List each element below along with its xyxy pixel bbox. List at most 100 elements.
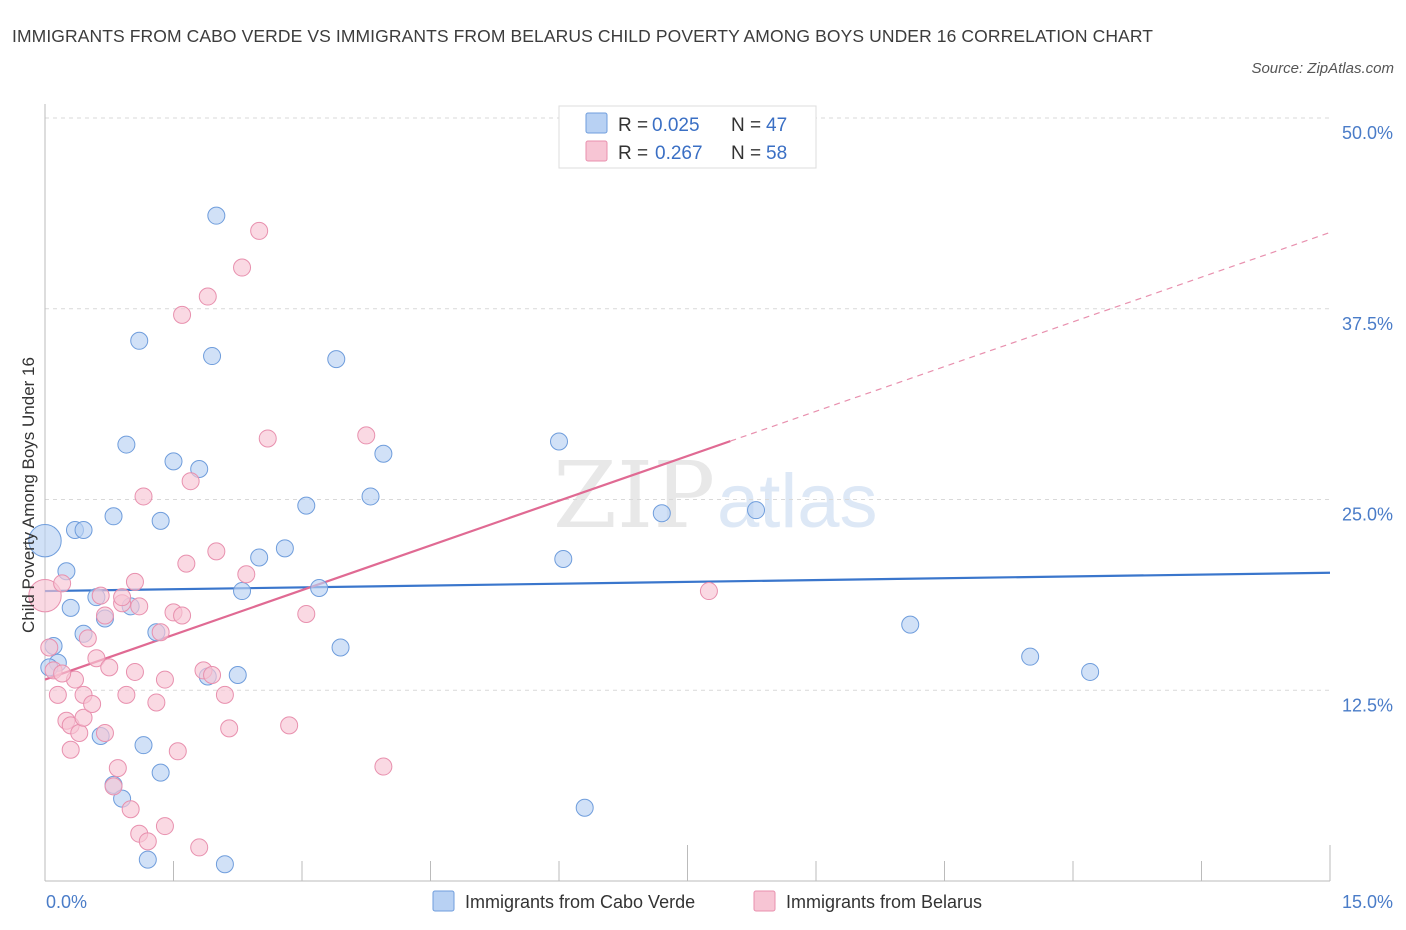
- legend-n-label-cabo-verde: N =: [731, 115, 761, 136]
- bottom-legend-swatch-cabo-verde: [432, 890, 455, 912]
- belarus-point-22: [117, 685, 136, 704]
- belarus-point-44: [207, 542, 226, 561]
- cabo_verde-point-33: [310, 579, 329, 598]
- cabo_verde-point-38: [550, 432, 568, 451]
- y-axis-label: Child Poverty Among Boys Under 16: [19, 357, 38, 633]
- source-credit: Source: ZipAtlas.com: [1251, 60, 1394, 77]
- points-cabo-verde: [28, 206, 1100, 874]
- belarus-point-15: [91, 586, 110, 605]
- belarus-trend-line: [44, 440, 731, 681]
- cabo_verde-point-37: [374, 444, 393, 463]
- belarus-point-46: [220, 719, 239, 738]
- cabo_verde-point-21: [151, 511, 170, 530]
- series-legend: Immigrants from Cabo Verde Immigrants fr…: [432, 890, 982, 912]
- belarus-point-42: [198, 287, 217, 306]
- belarus-point-0: [28, 578, 62, 613]
- cabo_verde-point-40: [575, 798, 594, 817]
- belarus-point-3: [48, 685, 67, 704]
- belarus-point-55: [699, 582, 718, 601]
- belarus-point-31: [151, 623, 170, 642]
- cabo_verde-point-45: [1081, 662, 1100, 681]
- belarus-point-4: [53, 574, 72, 593]
- cabo_verde-point-25: [203, 347, 222, 366]
- cabo_verde-point-44: [1021, 647, 1040, 666]
- belarus-point-48: [237, 565, 256, 584]
- correlation-legend: R = 0.025 N = 47 R = 0.267 N = 58: [558, 105, 817, 169]
- cabo_verde-point-16: [130, 331, 149, 350]
- belarus-point-20: [108, 759, 127, 778]
- cabo_verde-point-28: [228, 665, 247, 684]
- belarus-trend-extension: [730, 231, 1331, 442]
- bottom-legend-label-belarus: Immigrants from Belarus: [786, 892, 982, 912]
- bottom-legend-swatch-belarus: [753, 890, 776, 912]
- belarus-point-57: [113, 588, 132, 607]
- watermark-atlas: atlas: [717, 459, 878, 544]
- belarus-point-30: [147, 693, 166, 712]
- belarus-point-50: [258, 429, 277, 448]
- legend-n-value-belarus: 58: [766, 143, 787, 164]
- belarus-point-47: [233, 258, 252, 277]
- belarus-point-56: [53, 664, 72, 683]
- cabo_verde-point-18: [138, 850, 157, 869]
- y-tick-label-0: 12.5%: [1342, 695, 1393, 715]
- legend-r-value-cabo-verde: 0.025: [652, 115, 700, 136]
- legend-n-value-cabo-verde: 47: [766, 115, 787, 136]
- cabo_verde-point-32: [297, 496, 316, 515]
- cabo_verde-point-29: [233, 582, 252, 601]
- belarus-point-52: [297, 604, 316, 623]
- legend-r-label-cabo-verde: R =: [618, 115, 648, 136]
- cabo_verde-point-12: [104, 507, 123, 526]
- belarus-point-23: [121, 800, 140, 819]
- x-tick-label-0: 0.0%: [46, 892, 87, 912]
- belarus-point-28: [134, 487, 153, 506]
- y-tick-label-3: 50.0%: [1342, 123, 1393, 143]
- cabo_verde-point-17: [134, 736, 153, 755]
- x-tick-labels: 0.0% 15.0%: [46, 892, 1393, 912]
- cabo_verde-point-35: [331, 638, 350, 657]
- belarus-point-26: [130, 597, 149, 616]
- belarus-point-38: [177, 554, 196, 573]
- belarus-point-32: [155, 670, 174, 689]
- belarus-point-1: [40, 638, 59, 657]
- belarus-point-36: [173, 305, 192, 324]
- belarus-point-19: [104, 777, 123, 796]
- y-tick-label-2: 37.5%: [1342, 314, 1393, 334]
- belarus-point-39: [181, 472, 200, 491]
- belarus-point-24: [125, 662, 144, 681]
- chart-title: IMMIGRANTS FROM CABO VERDE VS IMMIGRANTS…: [12, 26, 1154, 46]
- cabo_verde-point-36: [361, 487, 380, 506]
- belarus-point-16: [95, 723, 114, 742]
- belarus-point-40: [190, 838, 209, 857]
- belarus-point-18: [100, 658, 119, 677]
- belarus-point-13: [83, 694, 102, 713]
- belarus-point-29: [138, 832, 157, 851]
- legend-swatch-cabo-verde: [585, 112, 608, 134]
- belarus-point-14: [87, 649, 106, 668]
- x-tick-label-1: 15.0%: [1342, 892, 1393, 912]
- cabo_verde-point-39: [554, 550, 573, 569]
- cabo_verde-point-42: [747, 501, 766, 520]
- belarus-point-45: [215, 685, 234, 704]
- belarus-point-12: [78, 629, 97, 648]
- axes: [44, 104, 1331, 882]
- legend-swatch-belarus: [585, 140, 608, 162]
- bottom-legend-label-cabo-verde: Immigrants from Cabo Verde: [465, 892, 695, 912]
- watermark-zip: ZIP: [553, 442, 715, 549]
- cabo_verde-point-34: [327, 350, 346, 369]
- belarus-point-10: [74, 708, 93, 727]
- y-tick-labels: 12.5% 25.0% 37.5% 50.0%: [1342, 123, 1393, 715]
- cabo_verde-point-26: [207, 206, 226, 225]
- belarus-point-53: [357, 426, 376, 445]
- cabo_verde-point-6: [74, 521, 93, 540]
- belarus-point-43: [203, 665, 222, 684]
- legend-n-label-belarus: N =: [731, 143, 761, 164]
- belarus-point-25: [125, 572, 144, 591]
- cabo_verde-point-31: [275, 539, 294, 558]
- cabo_verde-trend-line: [44, 571, 1331, 593]
- belarus-point-35: [168, 742, 187, 761]
- belarus-point-37: [173, 606, 192, 625]
- cabo_verde-point-22: [164, 452, 183, 471]
- belarus-point-54: [374, 757, 393, 776]
- points-belarus: [28, 221, 718, 857]
- belarus-point-17: [95, 606, 114, 625]
